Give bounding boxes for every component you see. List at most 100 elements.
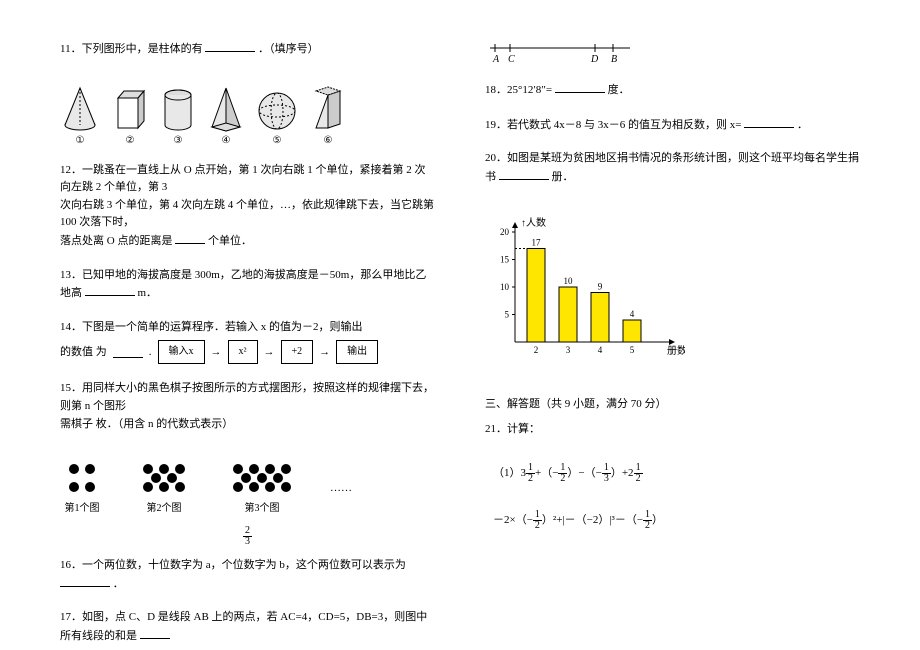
c1-m2: ）−（− bbox=[567, 467, 601, 479]
q16-pre: 16．一个两位数，十位数字为 a，个位数字为 b，这个两位数可以表示为 bbox=[60, 559, 406, 571]
q11-blank bbox=[205, 40, 255, 52]
flow-row: 的数值 为 . 输入x → x² → +2 → 输出 bbox=[60, 340, 435, 364]
q15a: 15．用同样大小的黑色棋子按图所示的方式摆图形，按照这样的规律摆下去，则第 n … bbox=[60, 380, 435, 415]
q17: 17．如图，点 C、D 是线段 AB 上的两点，若 AC=4，CD=5，DB=3… bbox=[60, 609, 435, 645]
q12-line3: 落点处离 O 点的距离是 个单位． bbox=[60, 232, 435, 251]
q12c-post: 个单位． bbox=[208, 235, 252, 247]
shape-label-1: ① bbox=[76, 135, 85, 146]
svg-text:15: 15 bbox=[500, 255, 510, 265]
svg-text:4: 4 bbox=[630, 309, 635, 319]
svg-text:5: 5 bbox=[505, 310, 510, 320]
c1-lead: （1）3 bbox=[493, 467, 526, 479]
shape-label-5: ⑤ bbox=[273, 135, 282, 146]
bar-chart: 5 10 15 20 ↑人数册数 17 2 10 3 9 4 4 5 bbox=[485, 212, 860, 365]
q16: 16．一个两位数，十位数字为 a，个位数字为 b，这个两位数可以表示为 ． bbox=[60, 557, 435, 593]
frac-23: 23 bbox=[60, 526, 435, 547]
c2-m1: ）²+|－（−2）|³－（− bbox=[542, 514, 643, 526]
dot-fig-3: 第3个图 bbox=[224, 461, 300, 514]
q19-pre: 19．若代数式 4x－8 与 3x－6 的值互为相反数，则 x= bbox=[485, 119, 741, 131]
q18-pre: 18．25°12′8″= bbox=[485, 84, 552, 96]
q13-blank bbox=[85, 284, 135, 296]
q16-post: ． bbox=[113, 578, 124, 590]
flow-sq: x² bbox=[228, 340, 258, 364]
q20-blank bbox=[499, 168, 549, 180]
svg-text:4: 4 bbox=[598, 345, 603, 355]
shapes-row: ① ② ③ ④ bbox=[60, 83, 435, 146]
q17-text: 17．如图，点 C、D 是线段 AB 上的两点，若 AC=4，CD=5，DB=3… bbox=[60, 611, 427, 642]
q19-blank bbox=[744, 116, 794, 128]
dot-label-3: 第3个图 bbox=[245, 503, 280, 514]
q21: 21．计算： bbox=[485, 421, 860, 439]
dots-row: 第1个图 第2个图 第3个图 …… bbox=[60, 461, 435, 514]
svg-text:C: C bbox=[508, 54, 515, 64]
svg-text:A: A bbox=[492, 54, 500, 64]
svg-text:3: 3 bbox=[566, 345, 571, 355]
flow-in: 输入x bbox=[158, 340, 205, 364]
q18: 18．25°12′8″= 度． bbox=[485, 81, 860, 100]
frac23-d: 3 bbox=[243, 537, 252, 547]
svg-text:9: 9 bbox=[598, 282, 603, 292]
flow-plus: +2 bbox=[281, 340, 314, 364]
q19-post: ． bbox=[797, 119, 808, 131]
q14: 14．下图是一个简单的运算程序．若输入 x 的值为－2，则输出 的数值 为 . … bbox=[60, 319, 435, 365]
q19: 19．若代数式 4x－8 与 3x－6 的值互为相反数，则 x= ． bbox=[485, 116, 860, 135]
q13-post: m． bbox=[138, 287, 158, 299]
q20-post: 册． bbox=[552, 171, 574, 183]
c2-lead: －2×（− bbox=[493, 514, 533, 526]
q14-blank bbox=[113, 346, 143, 358]
shape-pyramid: ④ bbox=[206, 83, 246, 146]
dots-2-icon bbox=[134, 461, 194, 495]
pyramid-icon bbox=[206, 83, 246, 133]
sphere-icon bbox=[256, 83, 298, 133]
q11: 11．下列图形中，是柱体的有 ．（填序号） bbox=[60, 40, 435, 59]
svg-text:10: 10 bbox=[500, 282, 510, 292]
barchart-svg: 5 10 15 20 ↑人数册数 17 2 10 3 9 4 4 5 bbox=[485, 212, 685, 362]
q20: 20．如图是某班为贫困地区捐书情况的条形统计图，则这个班平均每名学生捐书 册． bbox=[485, 150, 860, 186]
q18-blank bbox=[555, 81, 605, 93]
cylinder-icon bbox=[160, 83, 196, 133]
number-line: A C D B bbox=[485, 40, 860, 67]
cone-icon bbox=[60, 83, 100, 133]
shape-cone: ① bbox=[60, 83, 100, 146]
left-column: 11．下列图形中，是柱体的有 ．（填序号） ① ② bbox=[60, 40, 435, 610]
dot-fig-1: 第1个图 bbox=[60, 461, 104, 514]
numberline-icon: A C D B bbox=[485, 40, 635, 64]
q11-text: 11．下列图形中，是柱体的有 bbox=[60, 43, 203, 55]
dot-label-1: 第1个图 bbox=[65, 503, 100, 514]
svg-text:10: 10 bbox=[564, 276, 574, 286]
section-3-title: 三、解答题（共 9 小题，满分 70 分） bbox=[485, 395, 860, 411]
q14b: 的数值 为 bbox=[60, 344, 107, 362]
c1-m1: +（− bbox=[535, 467, 558, 479]
q14-line1: 14．下图是一个简单的运算程序．若输入 x 的值为－2，则输出 bbox=[60, 319, 435, 337]
svg-text:20: 20 bbox=[500, 227, 510, 237]
q12: 12．一跳蚤在一直线上从 O 点开始，第 1 次向右跳 1 个单位，紧接着第 2… bbox=[60, 162, 435, 251]
svg-text:D: D bbox=[590, 54, 599, 64]
arrow-icon: → bbox=[211, 344, 222, 362]
shape-label-6: ⑥ bbox=[324, 135, 333, 146]
svg-text:↑人数: ↑人数 bbox=[521, 216, 546, 229]
q16-blank bbox=[60, 575, 110, 587]
arrow-icon: → bbox=[319, 344, 330, 362]
svg-text:5: 5 bbox=[630, 345, 635, 355]
q18-post: 度． bbox=[608, 84, 630, 96]
q17-blank bbox=[140, 627, 170, 639]
shape-cylinder: ③ bbox=[160, 83, 196, 146]
shape-label-2: ② bbox=[126, 135, 135, 146]
shape-cuboid: ② bbox=[110, 83, 150, 146]
flow-out: 输出 bbox=[336, 340, 378, 364]
shape-prism: ⑥ bbox=[308, 83, 348, 146]
c2-tail: ） bbox=[652, 514, 663, 526]
arrow-icon: → bbox=[264, 344, 275, 362]
cuboid-icon bbox=[110, 83, 150, 133]
q11-tail: ．（填序号） bbox=[258, 43, 319, 55]
calc-2: －2×（−12）²+|－（−2）|³－（−12） bbox=[493, 510, 860, 531]
shape-sphere: ⑤ bbox=[256, 83, 298, 146]
shape-label-4: ④ bbox=[222, 135, 231, 146]
q15: 15．用同样大小的黑色棋子按图所示的方式摆图形，按照这样的规律摆下去，则第 n … bbox=[60, 380, 435, 433]
q12-blank bbox=[175, 232, 205, 244]
svg-text:2: 2 bbox=[534, 345, 539, 355]
svg-text:17: 17 bbox=[532, 238, 542, 248]
dots-ellipsis: …… bbox=[330, 482, 352, 494]
svg-text:册数: 册数 bbox=[667, 344, 685, 357]
q12-line1: 12．一跳蚤在一直线上从 O 点开始，第 1 次向右跳 1 个单位，紧接着第 2… bbox=[60, 162, 435, 197]
